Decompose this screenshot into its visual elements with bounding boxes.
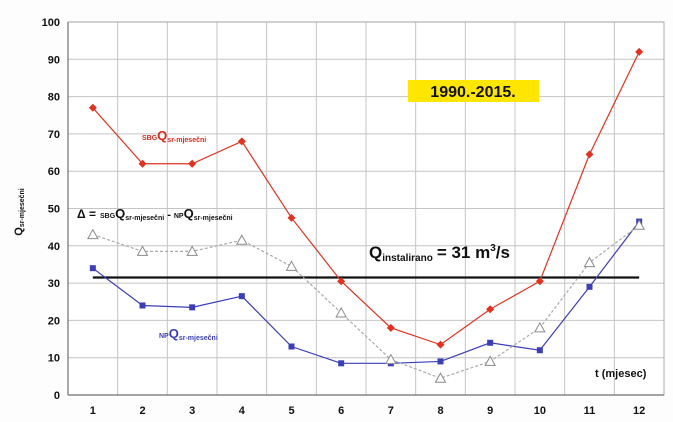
y-tick-label: 20 xyxy=(48,315,60,327)
data-point-np xyxy=(338,360,344,366)
data-point-np xyxy=(537,347,543,353)
x-tick-label: 12 xyxy=(633,405,645,417)
x-tick-label: 9 xyxy=(487,405,493,417)
x-tick-label: 11 xyxy=(584,405,596,417)
y-tick-label: 0 xyxy=(54,390,60,402)
y-tick-label: 40 xyxy=(48,241,60,253)
y-tick-label: 60 xyxy=(48,166,60,178)
y-tick-label: 30 xyxy=(48,278,60,290)
x-tick-label: 2 xyxy=(139,405,145,417)
x-tick-label: 4 xyxy=(239,405,246,417)
data-point-np xyxy=(239,293,245,299)
x-tick-label: 6 xyxy=(338,405,344,417)
x-tick-label: 1 xyxy=(90,405,96,417)
x-axis-title: t (mjesec) xyxy=(595,368,647,380)
data-point-np xyxy=(587,284,593,290)
x-tick-label: 5 xyxy=(288,405,294,417)
data-point-np xyxy=(438,358,444,364)
period-label: 1990.-2015. xyxy=(430,84,515,101)
y-tick-label: 50 xyxy=(48,204,60,216)
x-tick-label: 7 xyxy=(388,405,394,417)
x-tick-label: 8 xyxy=(437,405,443,417)
data-point-np xyxy=(289,344,295,350)
data-point-np xyxy=(90,265,96,271)
y-tick-label: 80 xyxy=(48,92,60,104)
data-point-np xyxy=(140,302,146,308)
y-tick-label: 70 xyxy=(48,129,60,141)
y-tick-label: 10 xyxy=(48,353,60,365)
x-tick-label: 3 xyxy=(189,405,195,417)
data-point-np xyxy=(189,304,195,310)
y-tick-label: 100 xyxy=(42,17,60,29)
y-tick-label: 90 xyxy=(48,54,60,66)
data-point-np xyxy=(487,340,493,346)
x-tick-label: 10 xyxy=(534,405,546,417)
